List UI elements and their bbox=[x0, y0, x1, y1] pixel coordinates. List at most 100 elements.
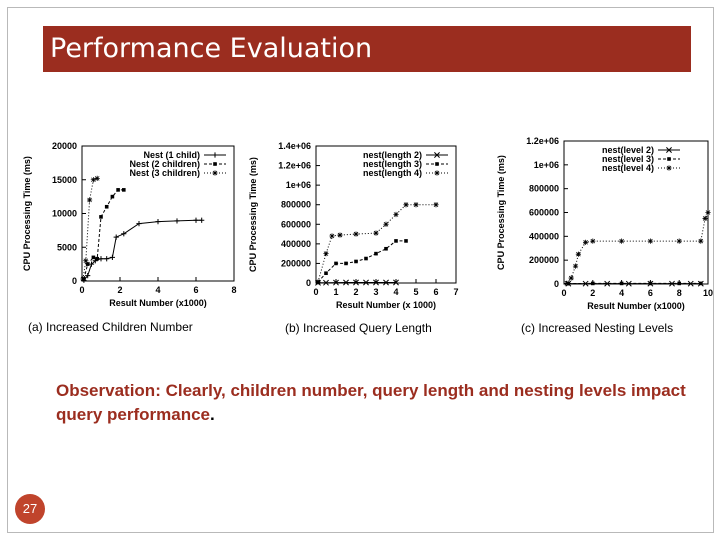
data-point bbox=[572, 263, 579, 269]
series-line-1 bbox=[83, 219, 202, 281]
data-point bbox=[337, 232, 343, 238]
data-point bbox=[85, 262, 90, 266]
data-point bbox=[403, 202, 409, 208]
data-point bbox=[591, 281, 595, 286]
x-tick-label: 6 bbox=[648, 288, 653, 298]
data-point bbox=[91, 255, 96, 260]
y-tick-label: 800000 bbox=[529, 184, 559, 194]
chart-caption: (a) Increased Children Number bbox=[28, 320, 193, 334]
data-point bbox=[568, 275, 574, 281]
x-tick-label: 0 bbox=[79, 285, 84, 295]
legend-marker bbox=[666, 165, 672, 171]
data-point bbox=[373, 279, 379, 286]
data-point bbox=[155, 219, 161, 225]
data-point bbox=[677, 281, 681, 286]
x-tick-label: 4 bbox=[155, 285, 160, 295]
y-tick-label: 15000 bbox=[52, 175, 77, 185]
data-point bbox=[433, 202, 439, 208]
series-line-3 bbox=[566, 212, 709, 284]
data-point bbox=[669, 280, 675, 287]
data-point bbox=[374, 251, 378, 256]
y-axis-label: CPU Processing Time (ms) bbox=[22, 156, 32, 271]
data-point bbox=[94, 175, 100, 181]
data-point bbox=[109, 254, 115, 260]
data-point bbox=[698, 238, 704, 244]
legend-label: nest(length 3) bbox=[363, 159, 422, 169]
slide-title: Performance Evaluation bbox=[43, 26, 691, 72]
x-tick-label: 4 bbox=[619, 288, 624, 298]
y-tick-label: 400000 bbox=[281, 239, 311, 249]
data-point bbox=[90, 177, 96, 183]
page-number-badge: 27 bbox=[15, 494, 45, 524]
data-point bbox=[354, 259, 358, 264]
x-tick-label: 4 bbox=[393, 287, 398, 297]
data-point bbox=[98, 256, 104, 262]
data-point bbox=[99, 215, 103, 219]
data-point bbox=[363, 279, 369, 286]
y-tick-label: 0 bbox=[306, 278, 311, 288]
data-point bbox=[343, 279, 349, 286]
y-tick-label: 400000 bbox=[529, 231, 559, 241]
data-point bbox=[116, 188, 120, 192]
legend-marker bbox=[213, 162, 217, 166]
legend-label: Nest (3 children) bbox=[129, 168, 200, 178]
data-point bbox=[590, 238, 596, 244]
data-point bbox=[329, 233, 335, 239]
series-line-3 bbox=[317, 204, 436, 283]
data-point bbox=[564, 280, 570, 287]
legend-label: Nest (1 child) bbox=[143, 150, 200, 160]
y-tick-label: 10000 bbox=[52, 209, 77, 219]
x-tick-label: 7 bbox=[453, 287, 458, 297]
legend-marker bbox=[435, 162, 439, 166]
y-tick-label: 0 bbox=[554, 279, 559, 289]
y-tick-label: 1.2e+06 bbox=[278, 161, 311, 171]
x-tick-label: 0 bbox=[561, 288, 566, 298]
y-tick-label: 200000 bbox=[529, 255, 559, 265]
data-point bbox=[384, 246, 388, 251]
y-tick-label: 1.2e+06 bbox=[526, 136, 559, 146]
data-point bbox=[353, 279, 359, 286]
data-point bbox=[702, 215, 708, 222]
data-point bbox=[122, 188, 126, 192]
data-point bbox=[324, 271, 328, 276]
x-tick-label: 5 bbox=[413, 287, 418, 297]
x-tick-label: 1 bbox=[333, 287, 338, 297]
data-point bbox=[383, 221, 389, 227]
chart-3: 0 2 4 6 8 10 0 200000 400000 600000 800000 1e+06 1.2… bbox=[496, 136, 713, 335]
y-axis-label: CPU Processing Time (ms) bbox=[248, 157, 258, 272]
data-point bbox=[85, 273, 91, 279]
data-point bbox=[199, 217, 205, 223]
y-tick-label: 1e+06 bbox=[534, 160, 559, 170]
x-tick-label: 2 bbox=[353, 287, 358, 297]
data-point bbox=[92, 258, 98, 264]
x-tick-label: 2 bbox=[590, 288, 595, 298]
data-point bbox=[113, 234, 119, 240]
legend-label: nest(level 4) bbox=[602, 163, 654, 173]
data-point bbox=[323, 251, 329, 257]
x-tick-label: 8 bbox=[231, 285, 236, 295]
series-line-2 bbox=[317, 240, 406, 283]
y-tick-label: 0 bbox=[72, 276, 77, 286]
data-point bbox=[575, 251, 581, 257]
data-point bbox=[583, 239, 589, 245]
series-line-2 bbox=[83, 189, 124, 280]
legend-marker bbox=[212, 170, 218, 176]
legend-label: nest(length 2) bbox=[363, 150, 422, 160]
data-point bbox=[648, 281, 653, 286]
data-point bbox=[110, 194, 115, 199]
x-tick-label: 6 bbox=[433, 287, 438, 297]
y-tick-label: 20000 bbox=[52, 141, 77, 151]
x-axis-label: Result Number (x 1000) bbox=[336, 300, 436, 310]
data-point bbox=[88, 261, 95, 267]
slide-frame bbox=[7, 7, 714, 533]
data-point bbox=[619, 281, 624, 286]
observation-body: Observation: Clearly, children number, q… bbox=[56, 381, 686, 424]
legend-label: nest(level 2) bbox=[602, 145, 654, 155]
x-axis-label: Result Number (x1000) bbox=[587, 301, 685, 311]
data-point bbox=[87, 197, 93, 203]
data-point bbox=[83, 258, 89, 264]
y-tick-label: 200000 bbox=[281, 258, 311, 268]
x-tick-label: 0 bbox=[313, 287, 318, 297]
data-point bbox=[413, 202, 419, 208]
